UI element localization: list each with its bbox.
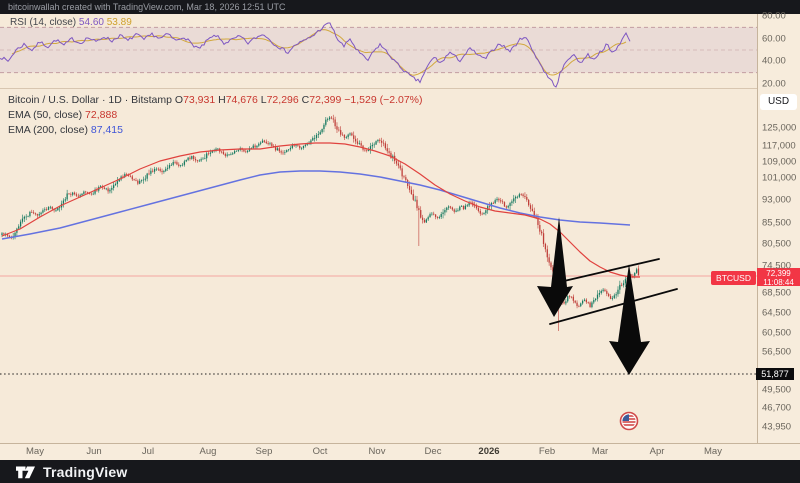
ohlc-close-label: C: [301, 94, 310, 106]
footer-brand-text[interactable]: TradingView: [43, 463, 128, 480]
price-tick: 74,500: [762, 260, 792, 272]
time-tick: Apr: [649, 446, 665, 457]
price-tick: 56,500: [762, 346, 792, 358]
time-tick: Dec: [424, 446, 442, 457]
symbol-title: Bitcoin / U.S. Dollar: [8, 94, 100, 106]
symbol-price-label: BTCUSD: [711, 271, 756, 285]
time-tick: Sep: [255, 446, 273, 457]
time-tick: Jul: [141, 446, 155, 457]
ohlc-change: −1,529 (−2.07%): [344, 94, 423, 106]
rsi-value: 54.60: [78, 17, 104, 28]
ema200-value: 87,415: [90, 124, 123, 136]
time-tick: May: [26, 446, 44, 457]
ohlc-close: 72,399: [309, 94, 342, 106]
price-tick: 109,000: [762, 156, 797, 168]
price-tick: 68,500: [762, 287, 792, 299]
rsi-tick: 60.00: [762, 33, 786, 45]
price-tick: 43,950: [762, 421, 792, 433]
time-tick: May: [704, 446, 722, 457]
ema50-label: EMA (50, close): [8, 109, 83, 121]
price-tick: 46,700: [762, 402, 792, 414]
ohlc-low: 72,296: [266, 94, 299, 106]
price-tick: 117,000: [762, 140, 796, 152]
symbol-row[interactable]: Bitcoin / U.S. Dollar · 1D · Bitstamp O7…: [8, 93, 423, 108]
footer: TradingView: [0, 460, 800, 483]
price-tick: 60,500: [762, 327, 792, 339]
price-tick: 64,500: [762, 307, 792, 319]
last-price-tag: 72,399 11:08:44: [757, 268, 800, 287]
price-tick: 80,500: [762, 238, 792, 250]
symbol-legend: Bitcoin / U.S. Dollar · 1D · Bitstamp O7…: [8, 93, 423, 138]
bar-countdown: 11:08:44: [763, 278, 794, 287]
price-tick: 93,000: [762, 194, 792, 206]
time-tick: Feb: [538, 446, 556, 457]
ohlc-open: 73,931: [183, 94, 216, 106]
rsi-legend[interactable]: RSI (14, close) 54.60 53.89: [10, 17, 132, 28]
time-tick: Nov: [368, 446, 386, 457]
symbol-meta: · 1D · Bitstamp: [101, 94, 172, 106]
time-tick: Mar: [591, 446, 609, 457]
rsi-tick: 40.00: [762, 55, 786, 67]
time-scale[interactable]: [0, 443, 800, 460]
price-tick: 125,000: [762, 122, 797, 134]
last-price-value: 72,399: [766, 269, 791, 278]
chart-attribution-header: bitcoinwallah created with TradingView.c…: [0, 0, 800, 14]
ohlc-low-label: L: [260, 94, 267, 106]
ohlc-high-label: H: [218, 94, 226, 106]
price-scale[interactable]: [757, 14, 800, 460]
rsi-params: (14, close): [29, 17, 77, 28]
price-tick: 85,500: [762, 217, 792, 229]
time-tick: Oct: [312, 446, 328, 457]
ema50-row[interactable]: EMA (50, close) 72,888: [8, 108, 423, 123]
rsi-tick: 20.00: [762, 78, 786, 90]
price-tick: 101,000: [762, 172, 797, 184]
time-tick: 2026: [478, 446, 500, 457]
ema200-row[interactable]: EMA (200, close) 87,415: [8, 123, 423, 138]
time-tick: Aug: [199, 446, 217, 457]
attribution-text: bitcoinwallah created with TradingView.c…: [8, 2, 286, 12]
ema200-label: EMA (200, close): [8, 124, 88, 136]
tradingview-logo-icon[interactable]: [15, 463, 36, 480]
ema50-value: 72,888: [85, 109, 118, 121]
rsi-ma-value: 53.89: [106, 17, 132, 28]
currency-toggle-button[interactable]: USD: [760, 94, 797, 110]
target-level-tag: 51,877: [756, 368, 794, 380]
rsi-tick: 80.00: [762, 10, 786, 22]
rsi-name: RSI: [10, 17, 27, 28]
price-tick: 49,500: [762, 384, 792, 396]
ohlc-open-label: O: [174, 94, 184, 106]
time-tick: Jun: [86, 446, 102, 457]
price-pane[interactable]: [0, 88, 757, 443]
ohlc-high: 74,676: [225, 94, 258, 106]
